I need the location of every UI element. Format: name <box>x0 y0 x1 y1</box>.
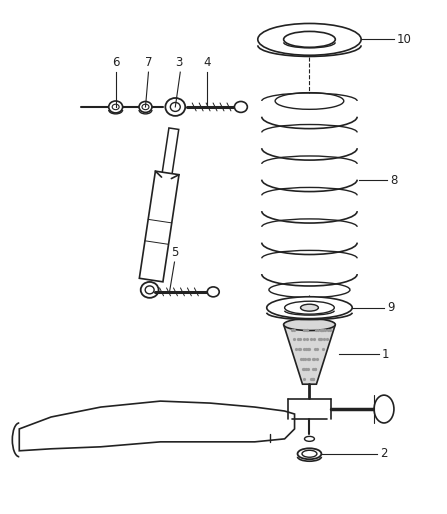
Ellipse shape <box>284 31 335 47</box>
Polygon shape <box>284 324 335 384</box>
Bar <box>260 261 359 287</box>
Bar <box>260 198 359 224</box>
Bar <box>260 104 359 130</box>
Text: 2: 2 <box>380 447 388 460</box>
Ellipse shape <box>207 287 219 297</box>
Ellipse shape <box>112 104 119 109</box>
Ellipse shape <box>234 101 247 113</box>
Ellipse shape <box>109 101 122 113</box>
Text: 9: 9 <box>387 301 395 314</box>
Ellipse shape <box>300 304 318 311</box>
Text: 1: 1 <box>382 348 389 361</box>
Ellipse shape <box>139 101 152 113</box>
Text: 6: 6 <box>112 56 119 69</box>
Text: 7: 7 <box>145 56 152 69</box>
Ellipse shape <box>298 448 321 459</box>
Text: 5: 5 <box>171 246 178 259</box>
Ellipse shape <box>304 436 314 442</box>
Text: 4: 4 <box>203 56 211 69</box>
Ellipse shape <box>285 301 334 314</box>
Polygon shape <box>139 171 179 282</box>
Bar <box>260 230 359 255</box>
Ellipse shape <box>142 104 149 109</box>
Bar <box>260 135 359 161</box>
Ellipse shape <box>170 102 180 112</box>
Text: 3: 3 <box>176 56 183 69</box>
Polygon shape <box>19 401 295 451</box>
Ellipse shape <box>267 297 352 319</box>
Bar <box>260 167 359 193</box>
Ellipse shape <box>141 282 159 298</box>
Ellipse shape <box>145 286 154 294</box>
Ellipse shape <box>302 450 317 457</box>
Ellipse shape <box>165 98 185 116</box>
Polygon shape <box>161 128 179 178</box>
Ellipse shape <box>284 319 335 331</box>
Ellipse shape <box>374 395 394 423</box>
Ellipse shape <box>258 24 361 56</box>
Text: 10: 10 <box>397 33 412 46</box>
Text: 8: 8 <box>390 174 397 187</box>
